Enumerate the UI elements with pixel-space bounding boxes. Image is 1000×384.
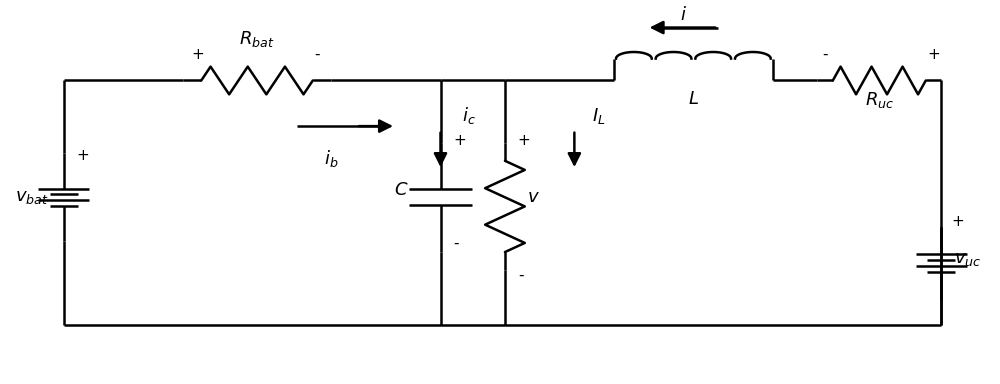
Text: +: +: [518, 133, 531, 148]
Text: $i$: $i$: [680, 6, 687, 24]
Text: $v$: $v$: [527, 188, 540, 206]
Text: $v_{bat}$: $v_{bat}$: [15, 188, 49, 206]
Text: -: -: [518, 268, 523, 283]
Text: $C$: $C$: [394, 181, 409, 199]
Text: +: +: [927, 47, 940, 62]
Text: $R_{uc}$: $R_{uc}$: [865, 89, 894, 109]
Text: $i_b$: $i_b$: [324, 148, 339, 169]
Text: -: -: [823, 47, 828, 62]
Text: $R_{bat}$: $R_{bat}$: [239, 30, 275, 50]
Text: -: -: [314, 47, 319, 62]
Text: $v_{uc}$: $v_{uc}$: [954, 250, 982, 268]
Text: $I_L$: $I_L$: [592, 106, 606, 126]
Text: $i_c$: $i_c$: [462, 105, 476, 126]
Text: +: +: [453, 133, 466, 148]
Text: +: +: [77, 148, 89, 163]
Text: $L$: $L$: [688, 89, 699, 108]
Text: +: +: [191, 47, 204, 62]
Text: +: +: [951, 214, 964, 228]
Text: -: -: [453, 235, 459, 250]
